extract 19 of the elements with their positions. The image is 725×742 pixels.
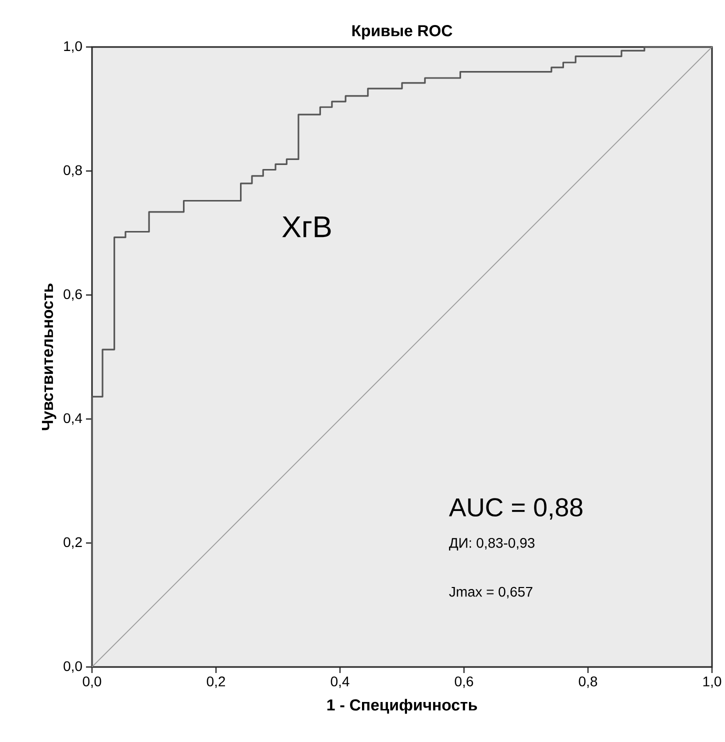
y-axis-title: Чувствительность	[42, 284, 56, 430]
chart-title: Кривые ROC	[352, 25, 452, 40]
y-tick-label: 0,2	[64, 537, 82, 549]
annotation: ДИ: 0,83-0,93	[449, 538, 534, 550]
x-tick-label: 0,4	[330, 676, 350, 688]
x-tick-label: 1,0	[703, 676, 722, 688]
annotation: ХгВ	[282, 216, 331, 238]
x-axis-title: 1 - Специфичность	[327, 698, 477, 714]
x-tick-label: 0,8	[578, 676, 598, 688]
y-tick-label: 0,8	[64, 165, 82, 177]
x-tick-label: 0,0	[82, 676, 102, 688]
y-tick-label: 0,0	[64, 661, 82, 673]
annotation: AUC = 0,88	[448, 498, 582, 520]
y-tick-label: 1,0	[64, 41, 82, 53]
annotation: Jmax = 0,657	[449, 586, 532, 598]
y-tick-label: 0,4	[64, 413, 82, 425]
x-tick-label: 0,2	[206, 676, 225, 688]
x-tick-label: 0,6	[454, 676, 474, 688]
y-tick-label: 0,6	[64, 289, 82, 301]
